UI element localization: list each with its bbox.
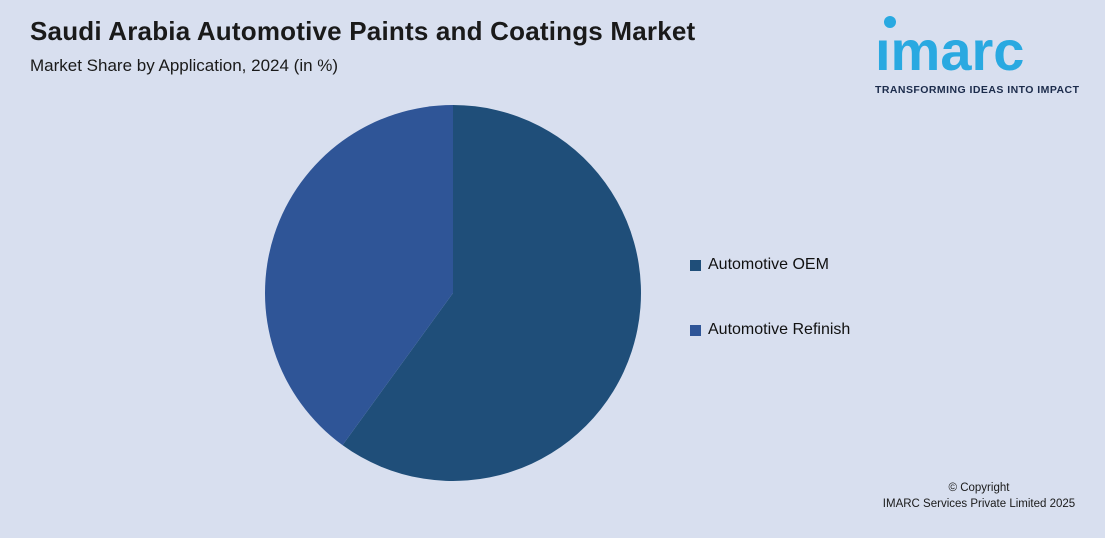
copyright-notice: © Copyright IMARC Services Private Limit… [879,480,1079,512]
legend-label-automotive-oem: Automotive OEM [708,256,829,273]
legend-swatch-automotive-refinish [690,324,701,336]
legend-item-automotive-refinish: Automotive Refinish [690,321,851,338]
legend-label-automotive-refinish: Automotive Refinish [708,321,851,338]
legend-item-automotive-oem: Automotive OEM [690,256,850,273]
logo-brand: ımarc [875,19,1025,82]
logo-dot-icon [884,16,896,28]
chart-legend: Automotive OEM Automotive Refinish [690,256,851,338]
legend-swatch-automotive-oem [690,259,701,271]
pie-slice-automotive-refinish [264,104,453,446]
copyright-line1: © Copyright [948,481,1010,494]
imarc-logo: ımarc TRANSFORMING IDEAS INTO IMPACT [875,10,1091,96]
page-title: Saudi Arabia Automotive Paints and Coati… [30,16,696,46]
pie-chart [264,104,641,481]
pie-slice-automotive-oem [342,105,641,481]
copyright-line2: IMARC Services Private Limited 2025 [882,497,1076,510]
logo-tagline: TRANSFORMING IDEAS INTO IMPACT [875,83,1080,96]
page-subtitle: Market Share by Application, 2024 (in %) [30,56,339,75]
